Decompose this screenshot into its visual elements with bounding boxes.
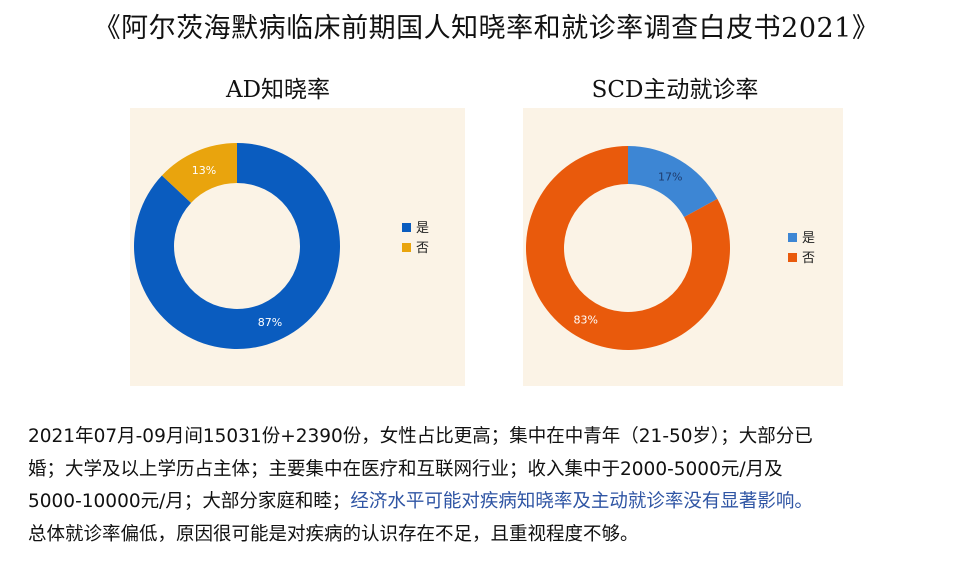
donut-slice-scd-0 xyxy=(628,146,718,218)
chart-panel-scd: 17% 83% 是否 xyxy=(523,108,843,386)
summary-line-2: 婚；大学及以上学历占主体；主要集中在医疗和互联网行业；收入集中于2000-500… xyxy=(28,458,783,480)
donut-slice-scd-1 xyxy=(526,146,730,350)
summary-highlight: 经济水平可能对疾病知晓率及主动就诊率没有显著影响。 xyxy=(350,491,813,512)
donut-chart-ad: 87% 13% 是否 xyxy=(133,143,429,349)
legend-label-ad-0: 是 xyxy=(416,221,429,236)
chart-panel-ad: 87% 13% 是否 xyxy=(130,108,465,386)
slice-label-ad-1: 13% xyxy=(192,164,216,177)
page-title: 《阿尔茨海默病临床前期国人知晓率和就诊率调查白皮书2021》 xyxy=(93,13,880,44)
slice-label-scd-0: 17% xyxy=(658,171,682,184)
summary-line-4: 总体就诊率偏低，原因很可能是对疾病的认识存在不足，且重视程度不够。 xyxy=(28,523,639,545)
legend-swatch-ad-0 xyxy=(402,223,411,232)
summary-line-3-text: 5000-10000元/月；大部分家庭和睦； xyxy=(28,491,351,512)
legend-label-ad-1: 否 xyxy=(416,241,429,256)
chart-title-ad: AD知晓率 xyxy=(225,77,331,103)
donut-slice-ad-1 xyxy=(161,143,237,203)
legend-swatch-ad-1 xyxy=(402,243,411,252)
chart-title-scd: SCD主动就诊率 xyxy=(591,77,759,103)
summary-line-3: 5000-10000元/月；大部分家庭和睦；经济水平可能对疾病知晓率及主动就诊率… xyxy=(28,486,963,519)
summary-line-1: 2021年07月-09月间15031份+2390份，女性占比更高；集中在中青年（… xyxy=(28,426,813,447)
legend-label-scd-0: 是 xyxy=(802,231,815,246)
legend-label-scd-1: 否 xyxy=(802,251,815,266)
donut-chart-scd: 17% 83% 是否 xyxy=(526,146,815,350)
summary-text: 2021年07月-09月间15031份+2390份，女性占比更高；集中在中青年（… xyxy=(28,421,963,551)
donut-slice-ad-0 xyxy=(133,143,340,349)
slice-label-ad-0: 87% xyxy=(258,316,282,329)
legend-swatch-scd-0 xyxy=(788,233,797,242)
slice-label-scd-1: 83% xyxy=(574,313,598,326)
legend-swatch-scd-1 xyxy=(788,253,797,262)
